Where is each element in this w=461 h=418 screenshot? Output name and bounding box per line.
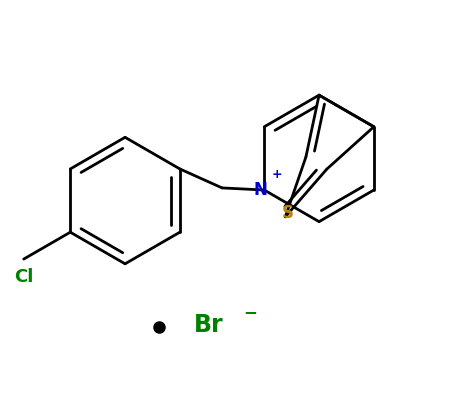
Text: Cl: Cl	[14, 268, 33, 285]
Text: N: N	[253, 181, 267, 199]
Text: −: −	[243, 303, 257, 321]
Text: S: S	[282, 204, 294, 222]
Text: Br: Br	[194, 314, 224, 337]
Text: +: +	[272, 168, 282, 181]
